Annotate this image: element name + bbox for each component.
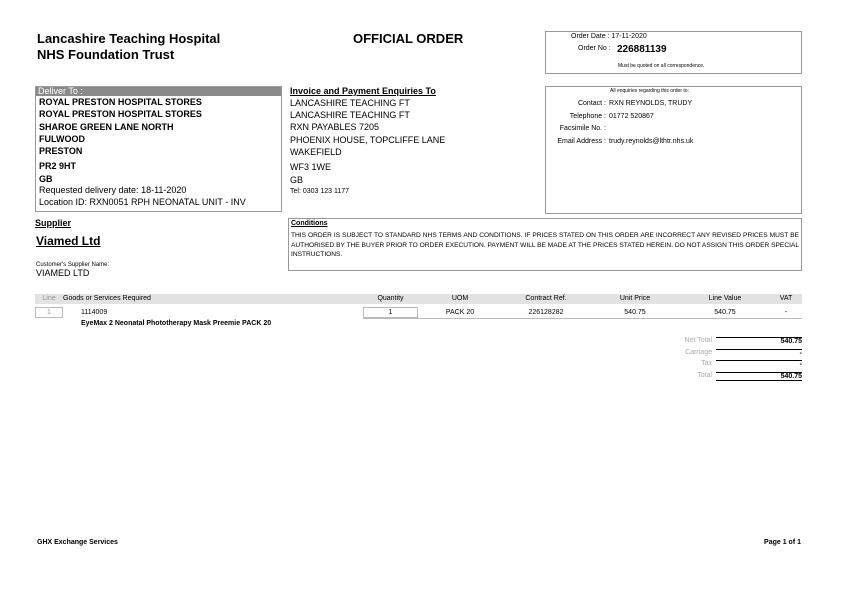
order-no: 226881139: [617, 44, 667, 55]
cell-uom: PACK 20: [445, 309, 475, 316]
org-name: Lancashire Teaching Hospital: [37, 31, 221, 46]
total-label: Net Total: [684, 337, 713, 344]
column-header: Quantity: [377, 295, 404, 302]
invoice-line: RXN PAYABLES 7205: [290, 122, 380, 132]
invoice-line: WAKEFIELD: [290, 147, 342, 157]
cell-contract-ref: 226128282: [528, 309, 564, 316]
cell-line-value: 540.75: [714, 309, 736, 316]
total-value: 540.75: [716, 337, 802, 345]
total-label: Tax: [701, 360, 712, 367]
invoice-tel: Tel: 0303 123 1177: [290, 188, 350, 195]
column-header: UOM: [451, 295, 469, 302]
conditions-text: THIS ORDER IS SUBJECT TO STANDARD NHS TE…: [291, 232, 799, 258]
conditions-heading: Conditions: [291, 220, 328, 227]
enquiries-heading: All enquiries regarding this order to:: [610, 88, 689, 94]
cell-quantity: 1: [388, 309, 393, 316]
deliver-line: ROYAL PRESTON HOSPITAL STORES: [39, 109, 202, 119]
enquiry-value: 01772 520867: [609, 112, 654, 120]
deliver-line: PR2 9HT: [39, 161, 77, 171]
footer-right: Page 1 of 1: [764, 539, 801, 546]
enquiry-value: trudy.reynolds@lthtr.nhs.uk: [609, 138, 694, 146]
enquiry-label: Facsimile No. :: [559, 125, 606, 133]
table-header-bg: [35, 294, 802, 304]
deliver-line: FULWOOD: [39, 134, 85, 144]
invoice-line: LANCASHIRE TEACHING FT: [290, 110, 410, 120]
deliver-extra: Location ID: RXN0051 RPH NEONATAL UNIT -…: [39, 197, 246, 207]
row-rule: [363, 318, 802, 319]
column-header: Line: [42, 295, 56, 302]
doc-title: OFFICIAL ORDER: [353, 31, 464, 46]
column-header: Contract Ref.: [525, 295, 567, 302]
order-no-label: Order No :: [578, 45, 611, 52]
deliver-extra: Requested delivery date: 18-11-2020: [39, 185, 187, 195]
enquiry-label: Contact :: [577, 100, 606, 107]
invoice-line: PHOENIX HOUSE, TOPCLIFFE LANE: [290, 135, 446, 145]
row-qty-box: [363, 307, 418, 318]
enquiry-label: Telephone :: [569, 112, 606, 120]
invoice-heading: Invoice and Payment Enquiries To: [290, 86, 436, 96]
deliver-line: PRESTON: [39, 146, 83, 156]
order-box: [545, 31, 802, 74]
order-note: Must be quoted on all correspondence.: [618, 63, 705, 69]
enquiry-label: Email Address :: [557, 138, 606, 146]
total-label: Total: [697, 371, 712, 379]
cell-unit-price: 540.75: [624, 309, 646, 316]
org-name: NHS Foundation Trust: [37, 47, 175, 62]
cell-code: 1114009: [81, 309, 108, 316]
deliver-line: SHAROE GREEN LANE NORTH: [39, 122, 174, 132]
customer-name: VIAMED LTD: [36, 268, 90, 278]
supplier-name: Viamed Ltd: [36, 234, 101, 248]
enquiry-value: RXN REYNOLDS, TRUDY: [609, 100, 693, 107]
invoice-line: WF3 1WE: [290, 162, 332, 172]
deliver-line: GB: [39, 174, 53, 184]
enquiries-box: [545, 86, 802, 214]
total-value: 540.75: [716, 371, 802, 381]
supplier-heading: Supplier: [35, 218, 72, 228]
invoice-line: LANCASHIRE TEACHING FT: [290, 98, 410, 108]
cell-line: 1: [47, 309, 51, 316]
row-line-box: [35, 307, 63, 318]
column-header: VAT: [779, 295, 793, 302]
footer-left: GHX Exchange Services: [37, 539, 118, 546]
column-header: Unit Price: [619, 295, 651, 302]
conditions-box: [288, 218, 802, 271]
total-value: -: [716, 348, 802, 357]
customer-label: Customer's Supplier Name:: [36, 262, 110, 268]
total-value: -: [716, 360, 802, 368]
deliver-box: [35, 86, 282, 212]
deliver-heading: Deliver To :: [36, 87, 281, 96]
column-header: Goods or Services Required: [63, 295, 151, 302]
cell-description: EyeMax 2 Neonatal Phototherapy Mask Pree…: [81, 320, 272, 327]
order-date: Order Date : 17-11-2020: [571, 33, 647, 40]
cell-vat: -: [784, 309, 788, 316]
deliver-line: ROYAL PRESTON HOSPITAL STORES: [39, 97, 202, 107]
invoice-line: GB: [290, 175, 304, 185]
total-label: Carriage: [685, 348, 712, 356]
column-header: Line Value: [708, 295, 742, 302]
